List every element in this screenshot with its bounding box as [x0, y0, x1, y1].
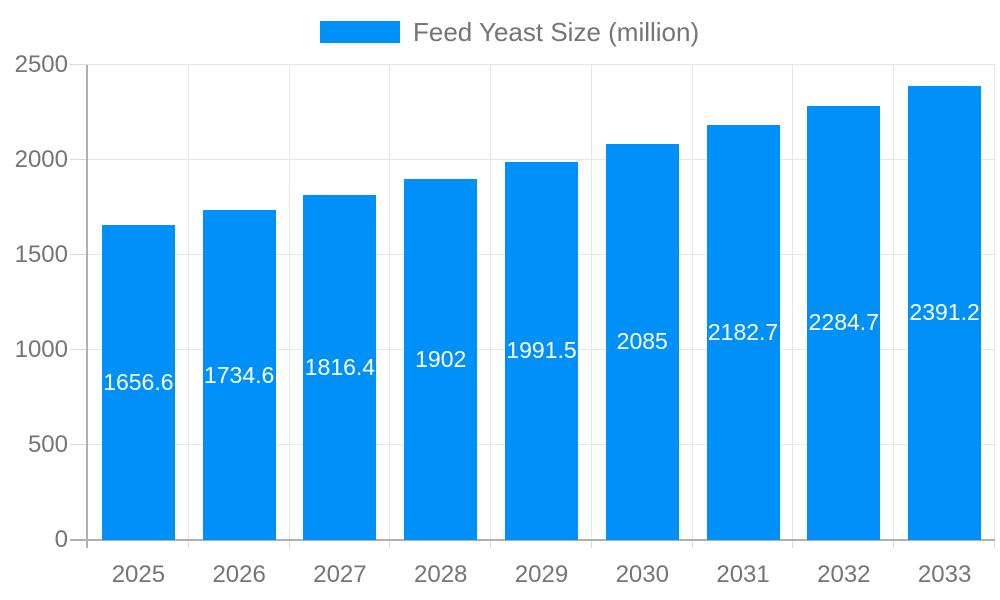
x-axis-tick: [187, 540, 189, 548]
bar-value-label: 2182.7: [707, 319, 779, 346]
x-axis-label: 2033: [917, 561, 972, 588]
x-axis-label: 2027: [313, 561, 367, 588]
x-axis-label: 2028: [414, 561, 468, 588]
x-axis-line: [70, 539, 995, 541]
bar-value-label: 1656.6: [103, 369, 174, 396]
bar-value-label: 2284.7: [808, 309, 879, 336]
y-axis-tick: [70, 444, 88, 445]
bar[interactable]: 1816.4: [303, 194, 377, 540]
x-gridline: [994, 65, 995, 540]
x-gridline: [893, 65, 895, 540]
x-axis-tick: [792, 540, 794, 548]
x-axis-tick: [691, 540, 693, 548]
x-axis-label: 2029: [514, 561, 569, 588]
bar[interactable]: 2391.2: [908, 85, 982, 540]
legend-label: Feed Yeast Size (million): [413, 17, 700, 47]
x-axis-tick: [590, 540, 592, 548]
x-gridline: [590, 65, 592, 540]
x-axis-label: 2031: [716, 561, 770, 588]
x-gridline: [187, 65, 189, 540]
y-axis-label: 2000: [14, 146, 68, 173]
x-axis-tick: [994, 540, 995, 548]
y-axis-label: 1000: [14, 336, 68, 363]
bar[interactable]: 1656.6: [101, 225, 175, 540]
x-gridline: [288, 65, 290, 540]
bar-value-label: 2391.2: [909, 299, 980, 326]
bar[interactable]: 2182.7: [706, 125, 780, 540]
bar-value-label: 1902: [415, 345, 467, 372]
y-axis-tick: [70, 349, 88, 350]
x-gridline: [792, 65, 794, 540]
x-axis-label: 2030: [615, 561, 669, 588]
y-axis-tick: [70, 159, 88, 160]
y-axis-label: 0: [54, 526, 68, 553]
x-axis-label: 2032: [817, 561, 871, 588]
bar-value-label: 1991.5: [506, 337, 577, 364]
y-axis-label: 2500: [14, 51, 68, 78]
y-axis-tick: [70, 254, 88, 255]
x-gridline: [389, 65, 391, 540]
legend-item[interactable]: Feed Yeast Size (million): [320, 12, 699, 52]
x-axis-label: 2026: [212, 561, 266, 588]
y-axis-label: 1500: [14, 241, 68, 268]
x-axis-label: 2025: [111, 561, 166, 588]
y-axis-tick: [70, 64, 88, 65]
x-axis-tick: [490, 540, 492, 548]
bar[interactable]: 1734.6: [202, 210, 276, 540]
x-gridline: [691, 65, 693, 540]
bar-value-label: 1734.6: [203, 361, 275, 388]
x-axis-tick: [893, 540, 895, 548]
bar-value-label: 1816.4: [304, 353, 376, 380]
bar[interactable]: 2085: [605, 143, 679, 540]
y-axis-line: [86, 65, 88, 548]
bar-value-label: 2085: [616, 328, 668, 355]
x-gridline: [490, 65, 492, 540]
bar[interactable]: 1902: [404, 178, 478, 540]
y-gridline: [88, 64, 995, 65]
legend-swatch-icon: [320, 21, 400, 43]
x-axis-tick: [389, 540, 391, 548]
bar[interactable]: 1991.5: [505, 161, 578, 540]
x-axis-tick: [288, 540, 290, 548]
y-axis-label: 500: [27, 431, 68, 458]
y-gridline: [88, 159, 995, 160]
bar[interactable]: 2284.7: [807, 105, 881, 540]
